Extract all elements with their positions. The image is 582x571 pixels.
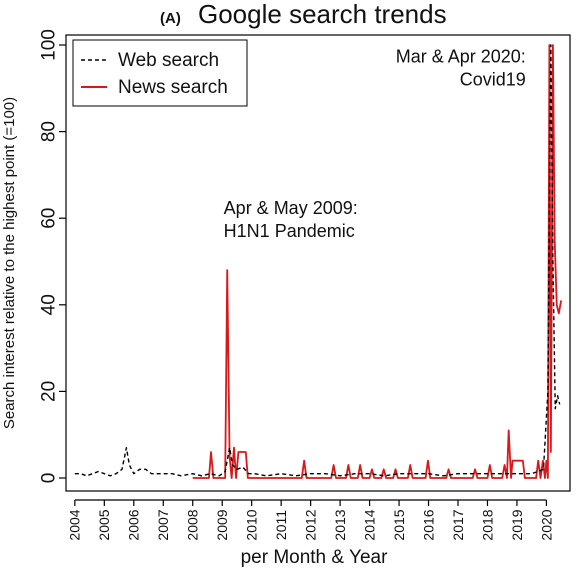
annotations: Apr & May 2009: H1N1 Pandemic Mar & Apr 20… <box>224 46 526 241</box>
chart-title: Google search trends <box>198 0 447 29</box>
x-tick-label: 2005 <box>96 509 112 540</box>
legend-web-label: Web search <box>118 50 219 71</box>
x-tick-label: 2014 <box>361 509 377 540</box>
annotation-line: Covid19 <box>460 69 526 89</box>
chart-title-prefix: (A) <box>160 10 181 27</box>
legend: Web search News search <box>72 39 248 107</box>
x-tick-label: 2011 <box>273 510 289 540</box>
series-web-search-line <box>74 44 561 477</box>
x-axis-label: per Month & Year <box>241 547 388 568</box>
x-tick-label: 2010 <box>244 509 260 540</box>
series-layer <box>74 44 563 479</box>
y-tick-label: 60 <box>39 208 60 229</box>
annotation-line: H1N1 Pandemic <box>224 221 355 241</box>
legend-box <box>72 39 248 107</box>
x-tick-label: 2004 <box>67 509 83 540</box>
y-tick-label: 0 <box>39 473 60 484</box>
x-tick-label: 2012 <box>303 509 319 540</box>
y-tick-label: 40 <box>39 294 60 315</box>
x-tick-label: 2017 <box>450 509 466 540</box>
y-tick-label: 20 <box>39 381 60 402</box>
x-tick-label: 2016 <box>420 509 436 540</box>
x-axis: 2004 2005 2006 2007 2008 2009 2010 2011 2012 2013… <box>67 499 554 541</box>
plot-frame <box>65 34 571 492</box>
x-tick-label: 2006 <box>126 509 142 540</box>
y-axis: 0 20 40 60 80 100 <box>39 29 66 483</box>
y-axis-label: Search interest relative to the highest … <box>1 97 18 429</box>
x-tick-label: 2009 <box>214 509 230 540</box>
annotation-line: Mar & Apr 2020: <box>396 46 526 66</box>
x-tick-label: 2015 <box>391 509 407 540</box>
x-tick-label: 2013 <box>332 509 348 540</box>
series-news-search-line <box>192 44 563 479</box>
y-tick-label: 100 <box>39 29 60 61</box>
x-tick-label: 2019 <box>509 509 525 540</box>
x-tick-label: 2020 <box>538 509 554 540</box>
annotation-line: Apr & May 2009: <box>224 198 358 218</box>
y-tick-label: 80 <box>39 121 60 142</box>
x-tick-label: 2008 <box>185 509 201 540</box>
x-tick-label: 2007 <box>155 509 171 540</box>
legend-news-label: News search <box>118 77 228 98</box>
x-tick-label: 2018 <box>479 509 495 540</box>
